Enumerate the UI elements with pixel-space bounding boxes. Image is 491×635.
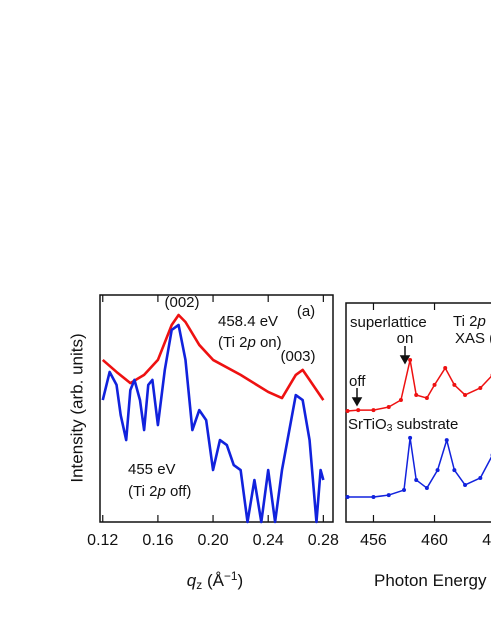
arrow-head <box>351 397 363 407</box>
annotation-part: 458.4 eV <box>218 313 278 330</box>
data-point <box>371 495 376 500</box>
annotation: SrTiO3 substrate <box>348 416 458 434</box>
data-point <box>386 493 391 498</box>
plot-frame <box>99 294 334 523</box>
annotation-part: (Ti 2 <box>128 483 157 500</box>
annotation-part: off) <box>166 483 192 500</box>
x-tick-label: 460 <box>421 532 448 549</box>
y-axis-label: Intensity (arb. units) <box>67 333 86 482</box>
data-point <box>356 408 361 413</box>
annotation-part: 3 <box>387 422 393 434</box>
annotation: XAS ( <box>455 330 491 347</box>
data-point <box>424 396 429 401</box>
annotation-part: superlattice <box>350 314 427 331</box>
x-axis-label-part: ) <box>238 571 244 590</box>
x-tick-label: 0.24 <box>253 532 284 549</box>
data-point <box>478 475 483 480</box>
annotation-part: off <box>349 373 366 390</box>
annotation: (Ti 2p off) <box>128 483 191 500</box>
x-tick-label: 464 <box>482 532 491 549</box>
annotation: (a) <box>297 303 315 320</box>
data-point <box>463 392 468 397</box>
annotation-part: (002) <box>164 294 199 311</box>
x-axis-label-part: q <box>187 571 197 590</box>
x-axis-label: qz (Å−1) <box>187 569 243 592</box>
data-point <box>432 382 437 387</box>
annotation: (003) <box>280 348 315 365</box>
series-line <box>101 313 325 401</box>
x-axis-label-part: (Å <box>202 571 224 590</box>
arrows <box>351 346 411 407</box>
annotation-part: on) <box>256 334 282 351</box>
annotation: 455 eV <box>128 461 176 478</box>
annotation-part: p <box>476 313 485 330</box>
annotation-part: (Ti 2 <box>218 334 247 351</box>
data-point <box>345 408 350 413</box>
series-line <box>347 437 491 498</box>
annotation-part: Ti 2 <box>453 313 477 330</box>
x-tick-label: 0.28 <box>308 532 339 549</box>
data-point <box>386 405 391 410</box>
annotation-part: (a) <box>297 303 315 320</box>
annotation: superlattice <box>350 314 427 331</box>
x-axis-label-part: −1 <box>224 569 238 583</box>
x-axis-label-part: Photon Energy <box>374 571 487 590</box>
annotation-part: SrTiO <box>348 416 387 433</box>
annotation: on <box>397 330 414 347</box>
data-point <box>345 495 350 500</box>
annotation-part: XAS ( <box>455 330 491 347</box>
annotation-part: p <box>156 483 165 500</box>
annotation-part: substrate <box>392 416 458 433</box>
data-point <box>408 357 413 362</box>
data-point <box>414 392 419 397</box>
data-point <box>398 398 403 403</box>
annotation: (Ti 2p on) <box>218 334 282 351</box>
data-point <box>435 468 440 473</box>
annotation: Ti 2p <box>453 313 486 330</box>
x-tick-label: 0.16 <box>142 532 173 549</box>
plot-frame <box>345 302 491 523</box>
data-point <box>443 366 448 371</box>
annotation: 458.4 eV <box>218 313 278 330</box>
data-point <box>408 435 413 440</box>
series-line <box>347 359 491 412</box>
data-point <box>371 408 376 413</box>
data-point <box>424 486 429 491</box>
x-tick-label: 0.12 <box>87 532 118 549</box>
x-tick-label: 456 <box>360 532 387 549</box>
annotation: (002) <box>164 294 199 311</box>
annotation-part: on <box>397 330 414 347</box>
annotation-part: (003) <box>280 348 315 365</box>
annotation-part: 455 eV <box>128 461 176 478</box>
data-point <box>478 385 483 390</box>
x-tick-label: 0.20 <box>197 532 228 549</box>
data-point <box>463 482 468 487</box>
data-point <box>402 488 406 493</box>
data-point <box>452 382 457 387</box>
annotation: off <box>349 373 366 390</box>
data-point <box>414 477 419 482</box>
series-line <box>101 323 325 524</box>
data-point <box>452 468 457 473</box>
x-axis-label-part: z <box>196 578 202 592</box>
x-axis-label: Photon Energy <box>374 571 487 590</box>
annotation-part: p <box>246 334 255 351</box>
data-point <box>444 438 449 443</box>
arrow-head <box>399 355 411 365</box>
